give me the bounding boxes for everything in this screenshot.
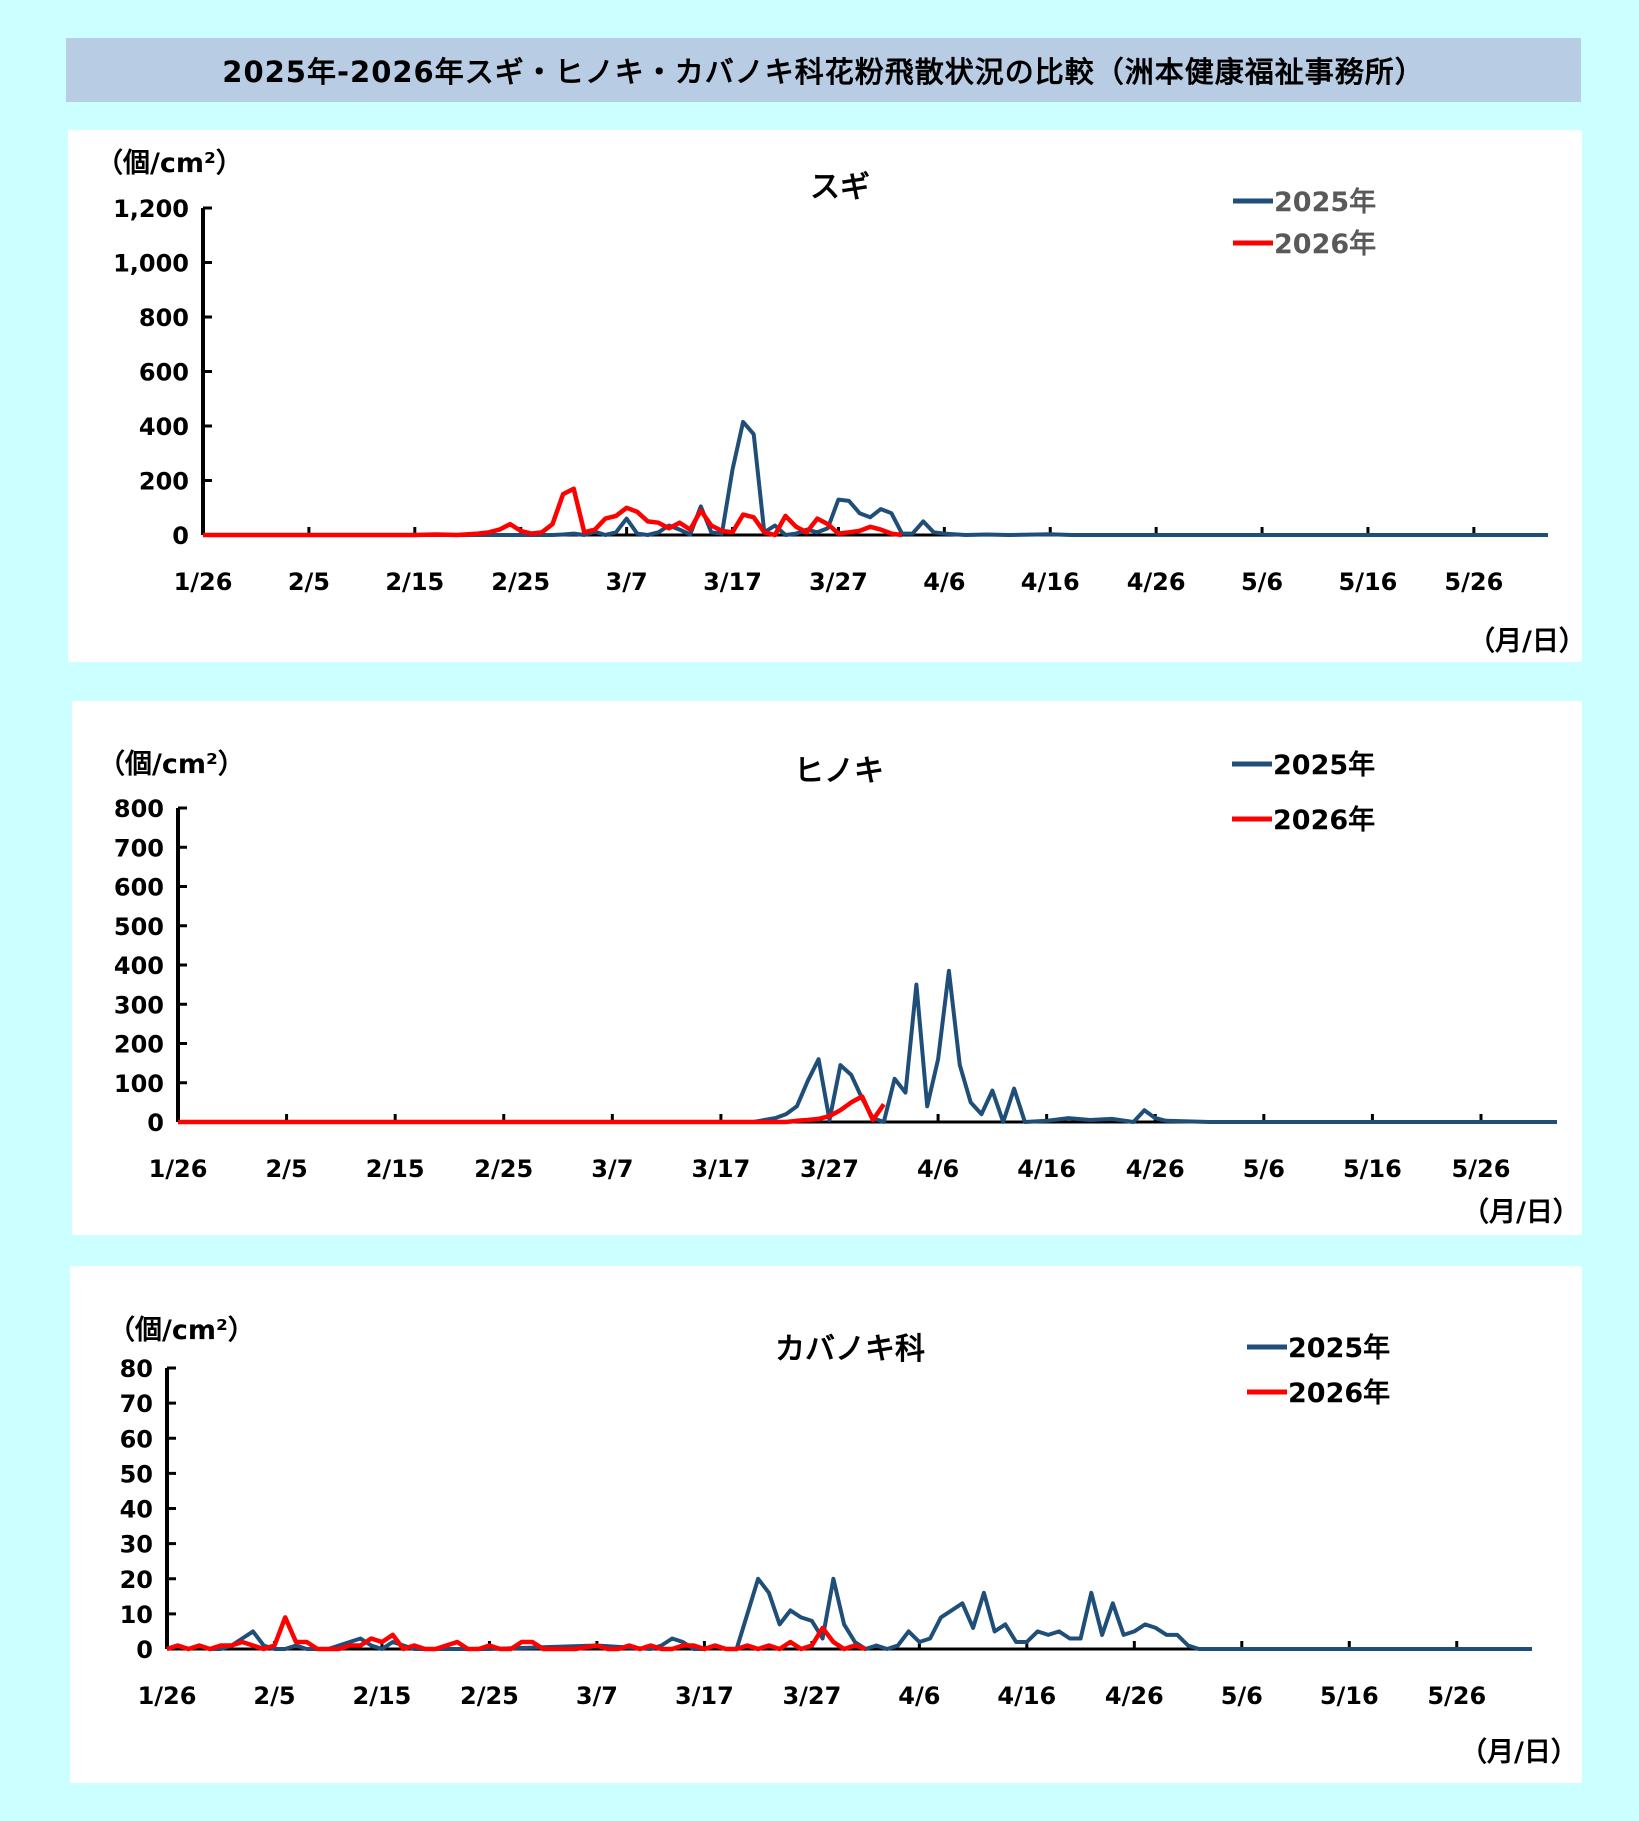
legend-label: 2026年 [1274, 228, 1376, 260]
x-tick-label: 3/17 [691, 1155, 750, 1183]
x-tick-label: 5/16 [1320, 1682, 1379, 1710]
chart-panel-hinoki: ヒノキ （個/cm²） （月/日） 0 100 200 300 400 500 600 700 800… [72, 701, 1582, 1235]
series-line-2026年 [203, 486, 903, 538]
x-tick-label: 4/16 [1021, 568, 1080, 596]
legend-label: 2025年 [1288, 1332, 1390, 1364]
x-tick-label: 2/25 [460, 1682, 519, 1710]
x-tick-label: 3/7 [606, 568, 648, 596]
chart-sugi: スギ （個/cm²） （月/日） 0 200 400 600 800 1,000 1,200 1/2… [96, 148, 1582, 657]
y-unit-label: （個/cm²） [108, 1315, 255, 1346]
y-tick-label: 80 [120, 1355, 153, 1383]
x-tick-label: 4/26 [1126, 1155, 1185, 1183]
x-tick-label: 3/7 [576, 1682, 618, 1710]
chart-title: ヒノキ [794, 754, 884, 789]
y-tick-label: 600 [114, 874, 164, 902]
x-tick-label: 4/16 [997, 1682, 1056, 1710]
y-tick-label: 400 [114, 952, 164, 980]
series-line-2026年 [178, 1094, 886, 1125]
x-tick-label: 2/15 [385, 568, 444, 596]
x-tick-label: 5/26 [1452, 1155, 1511, 1183]
x-tick-label: 2/5 [265, 1155, 307, 1183]
chart-hinoki: ヒノキ （個/cm²） （月/日） 0 100 200 300 400 500 600 700 800… [98, 749, 1580, 1228]
x-tick-label: 5/6 [1243, 1155, 1285, 1183]
x-tick-label: 3/17 [675, 1682, 734, 1710]
y-tick-label: 20 [120, 1566, 153, 1594]
x-tick-label: 4/6 [917, 1155, 959, 1183]
x-tick-label: 3/7 [591, 1155, 633, 1183]
y-tick-label: 50 [120, 1460, 153, 1488]
x-tick-label: 2/25 [474, 1155, 533, 1183]
x-tick-label: 5/6 [1241, 568, 1283, 596]
y-tick-label: 700 [114, 834, 164, 862]
y-tick-label: 400 [139, 413, 189, 441]
x-tick-label: 2/5 [288, 568, 330, 596]
x-tick-label: 5/6 [1221, 1682, 1263, 1710]
x-tick-label: 2/5 [253, 1682, 295, 1710]
x-tick-label: 4/6 [923, 568, 965, 596]
x-tick-label: 4/26 [1105, 1682, 1164, 1710]
y-tick-label: 500 [114, 913, 164, 941]
x-tick-label: 3/27 [809, 568, 868, 596]
chart-kabanoki: カバノキ科 （個/cm²） （月/日） 0 10 20 30 40 50 60 70 80 1/26 2/… [108, 1315, 1578, 1768]
series-line-2025年 [203, 419, 1548, 537]
series-line-2025年 [166, 1576, 1532, 1651]
series-line-2025年 [178, 968, 1557, 1124]
y-tick-label: 800 [139, 304, 189, 332]
legend-label: 2025年 [1274, 186, 1376, 218]
y-tick-label: 10 [120, 1601, 153, 1629]
x-unit-label: （月/日） [1462, 1197, 1580, 1228]
x-tick-label: 5/26 [1427, 1682, 1486, 1710]
x-tick-label: 4/26 [1127, 568, 1186, 596]
y-tick-label: 40 [120, 1496, 153, 1524]
y-tick-label: 70 [120, 1390, 153, 1418]
x-tick-label: 5/26 [1444, 568, 1503, 596]
legend-label: 2026年 [1288, 1377, 1390, 1409]
y-tick-label: 300 [114, 991, 164, 1019]
page-title: 2025年-2026年スギ・ヒノキ・カバノキ科花粉飛散状況の比較（洲本健康福祉事… [66, 38, 1581, 102]
y-unit-label: （個/cm²） [98, 749, 245, 780]
series-line-2026年 [166, 1615, 867, 1652]
y-tick-label: 100 [114, 1070, 164, 1098]
chart-panel-sugi: スギ （個/cm²） （月/日） 0 200 400 600 800 1,000 1,200 1/2… [68, 130, 1582, 662]
x-tick-label: 1/26 [174, 568, 233, 596]
x-unit-label: （月/日） [1460, 1737, 1578, 1768]
x-tick-label: 3/27 [800, 1155, 859, 1183]
y-tick-label: 800 [114, 795, 164, 823]
x-tick-label: 4/6 [898, 1682, 940, 1710]
chart-panel-kabanoki: カバノキ科 （個/cm²） （月/日） 0 10 20 30 40 50 60 70 80 1/26 2/… [70, 1266, 1582, 1783]
x-tick-label: 1/26 [138, 1682, 197, 1710]
y-tick-label: 0 [147, 1109, 164, 1137]
chart-title: スギ [810, 170, 870, 205]
y-tick-label: 60 [120, 1425, 153, 1453]
x-tick-label: 2/15 [353, 1682, 412, 1710]
y-tick-label: 0 [172, 522, 189, 550]
chart-title: カバノキ科 [775, 1332, 925, 1367]
x-tick-label: 2/15 [366, 1155, 425, 1183]
y-tick-label: 0 [136, 1636, 153, 1664]
x-unit-label: （月/日） [1468, 626, 1582, 657]
x-tick-label: 3/17 [703, 568, 762, 596]
y-tick-label: 1,200 [113, 195, 189, 223]
y-tick-label: 200 [139, 468, 189, 496]
x-tick-label: 3/27 [782, 1682, 841, 1710]
x-tick-label: 5/16 [1343, 1155, 1402, 1183]
y-unit-label: （個/cm²） [96, 148, 243, 179]
x-tick-label: 1/26 [149, 1155, 208, 1183]
y-tick-label: 200 [114, 1031, 164, 1059]
y-tick-label: 30 [120, 1531, 153, 1559]
y-tick-label: 1,000 [113, 250, 189, 278]
x-tick-label: 4/16 [1017, 1155, 1076, 1183]
y-tick-label: 600 [139, 359, 189, 387]
legend-label: 2025年 [1273, 749, 1375, 781]
x-tick-label: 2/25 [491, 568, 550, 596]
legend-label: 2026年 [1273, 804, 1375, 836]
x-tick-label: 5/16 [1339, 568, 1398, 596]
